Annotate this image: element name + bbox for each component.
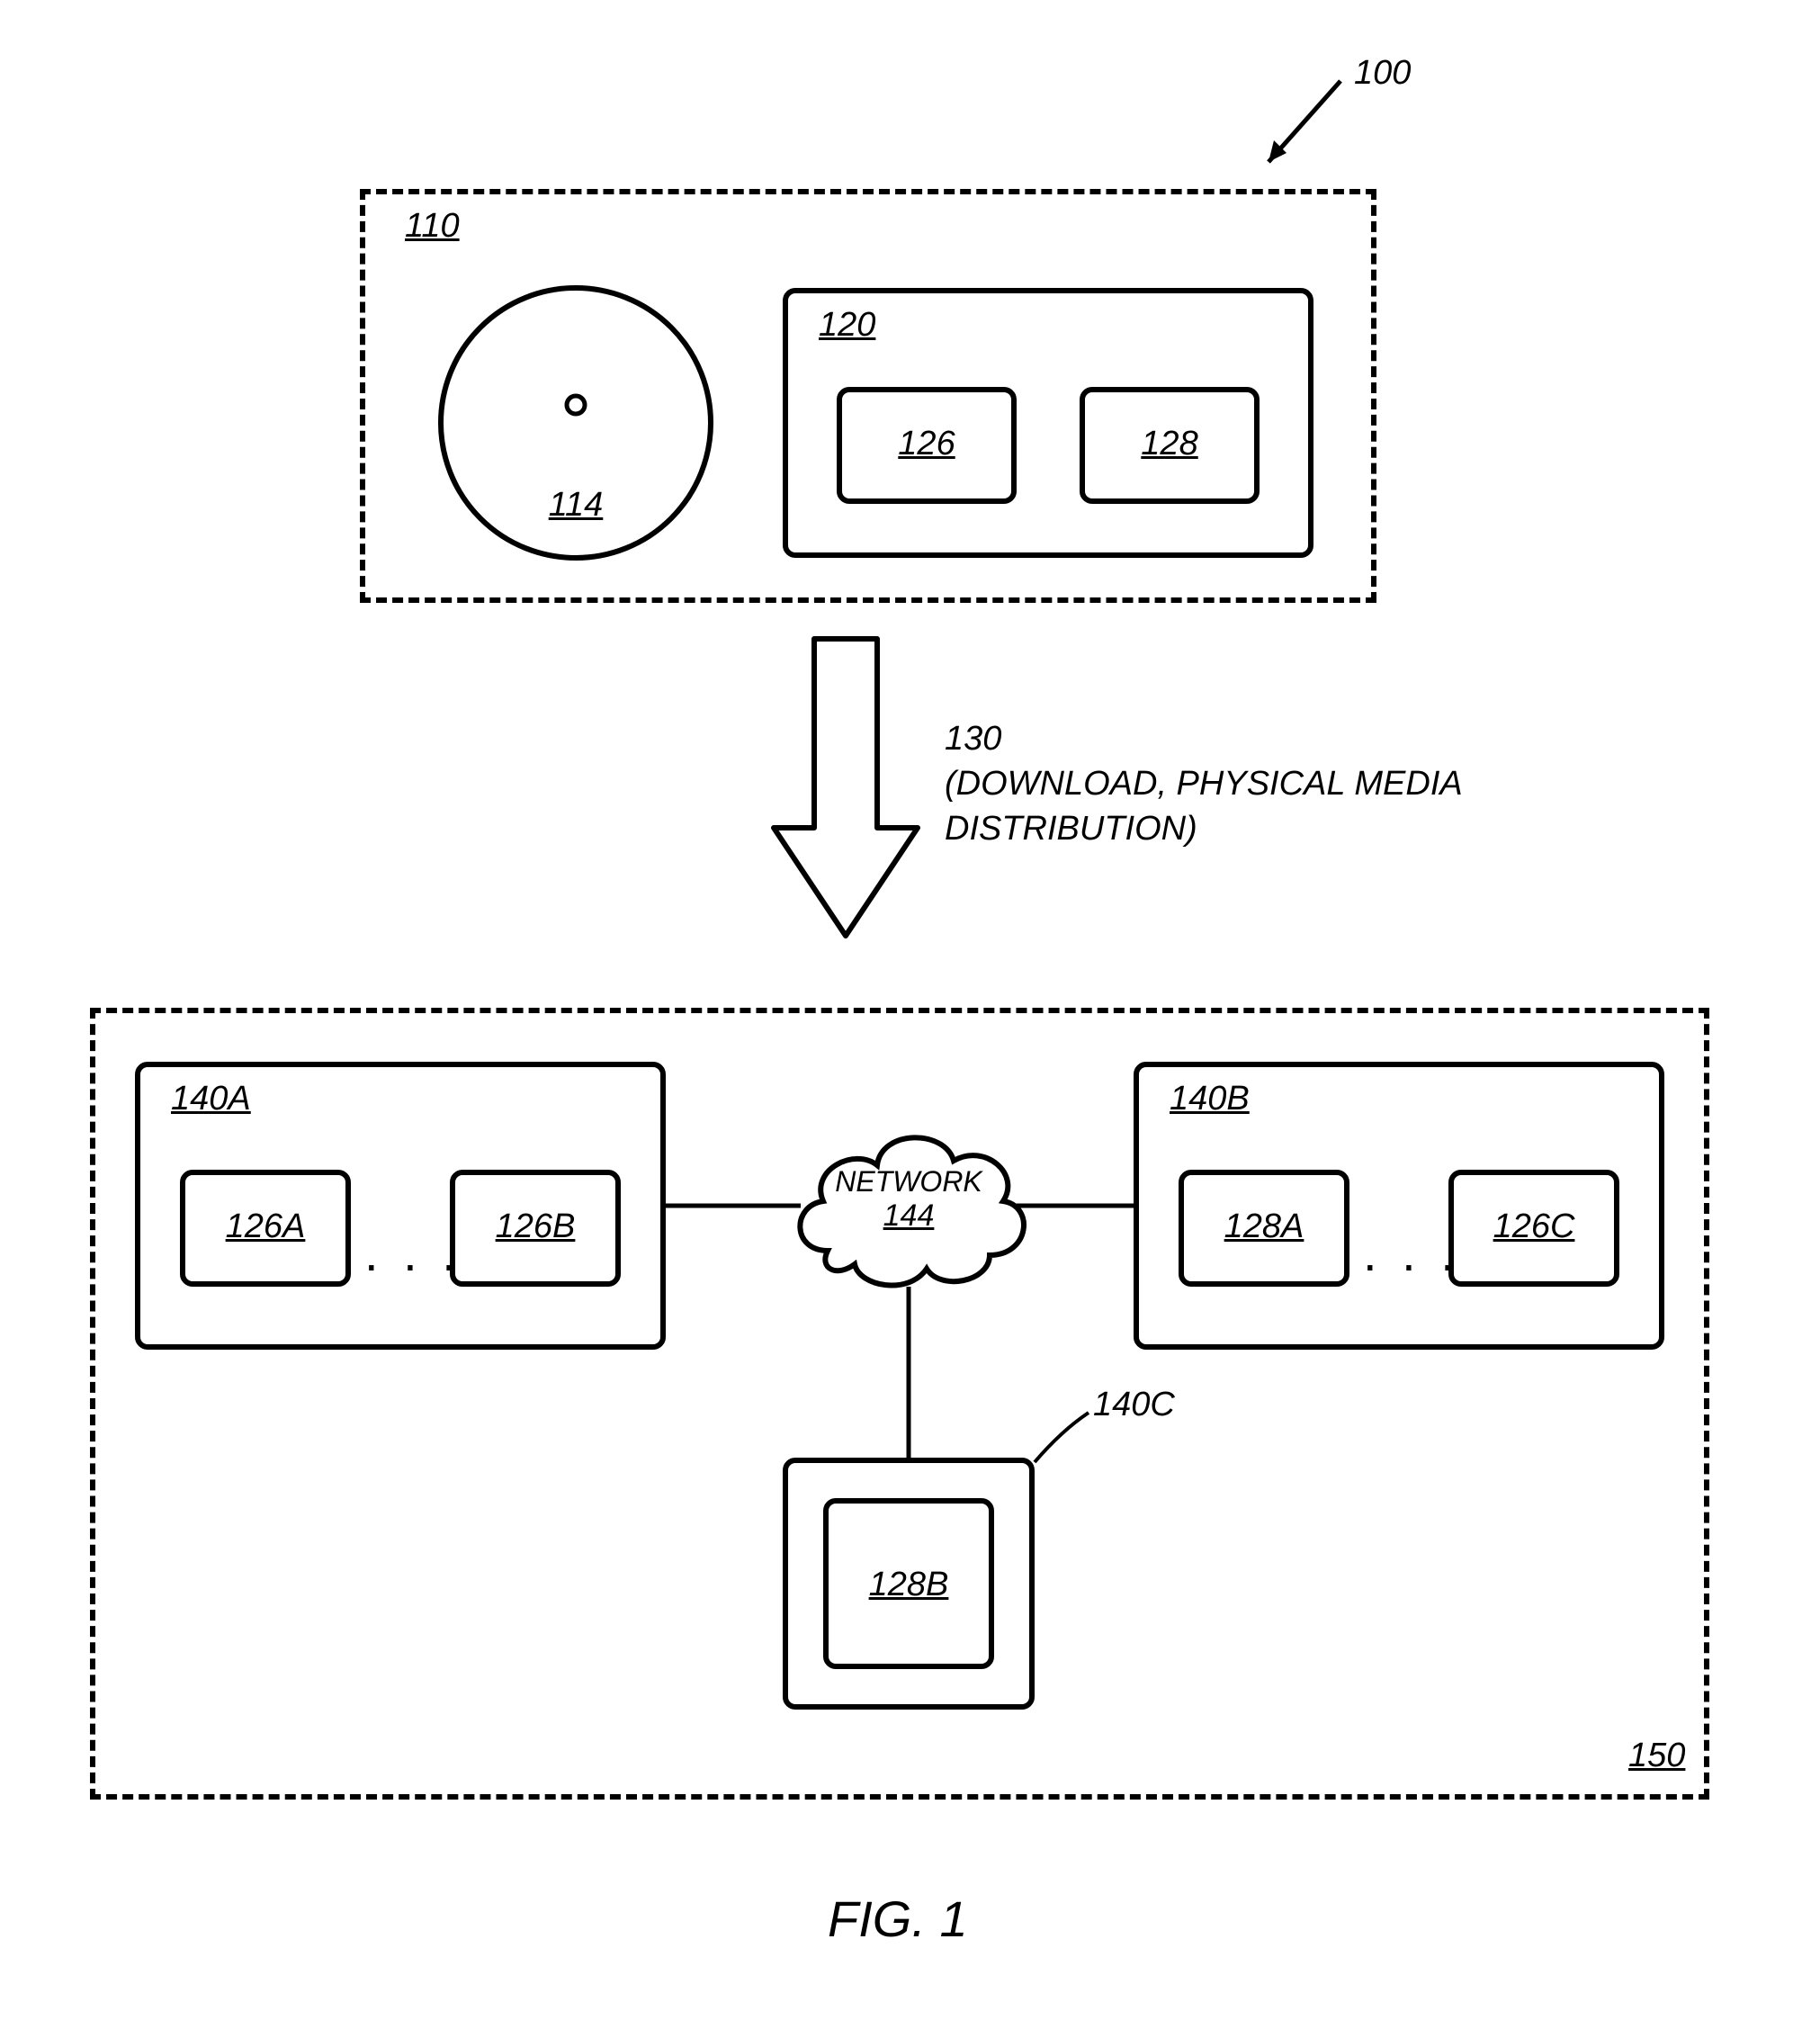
- ref-140C: 140C: [1093, 1386, 1175, 1424]
- ellipsis-left: . . .: [364, 1224, 462, 1282]
- ref-120: 120: [819, 306, 875, 345]
- ref-126A: 126A: [226, 1208, 306, 1246]
- arrow-caption-2: DISTRIBUTION): [945, 810, 1197, 848]
- ref-140B: 140B: [1170, 1080, 1250, 1118]
- arrow-caption-1: (DOWNLOAD, PHYSICAL MEDIA: [945, 765, 1463, 804]
- figure-title: FIG. 1: [828, 1890, 968, 1948]
- ref-110: 110: [405, 207, 460, 246]
- ref-128: 128: [1141, 425, 1197, 463]
- ref-126: 126: [898, 425, 955, 463]
- ellipsis-right: . . .: [1363, 1224, 1460, 1282]
- figure-canvas: 100 110 114 120 126 128 130 (DOWNLOAD, P…: [36, 36, 1784, 1993]
- ref-126C: 126C: [1493, 1208, 1575, 1246]
- ref-126B: 126B: [496, 1208, 576, 1246]
- block-arrow-icon: [765, 630, 927, 954]
- ref-140A: 140A: [171, 1080, 251, 1118]
- ref-130: 130: [945, 720, 1001, 759]
- ref-144: 144: [883, 1199, 935, 1234]
- ref-114: 114: [549, 486, 604, 525]
- ref-100-arrow: [1242, 72, 1349, 180]
- ref-100: 100: [1354, 54, 1411, 93]
- ref-128B: 128B: [869, 1566, 949, 1604]
- ref-128A: 128A: [1224, 1208, 1304, 1246]
- network-label: NETWORK: [774, 1165, 1044, 1199]
